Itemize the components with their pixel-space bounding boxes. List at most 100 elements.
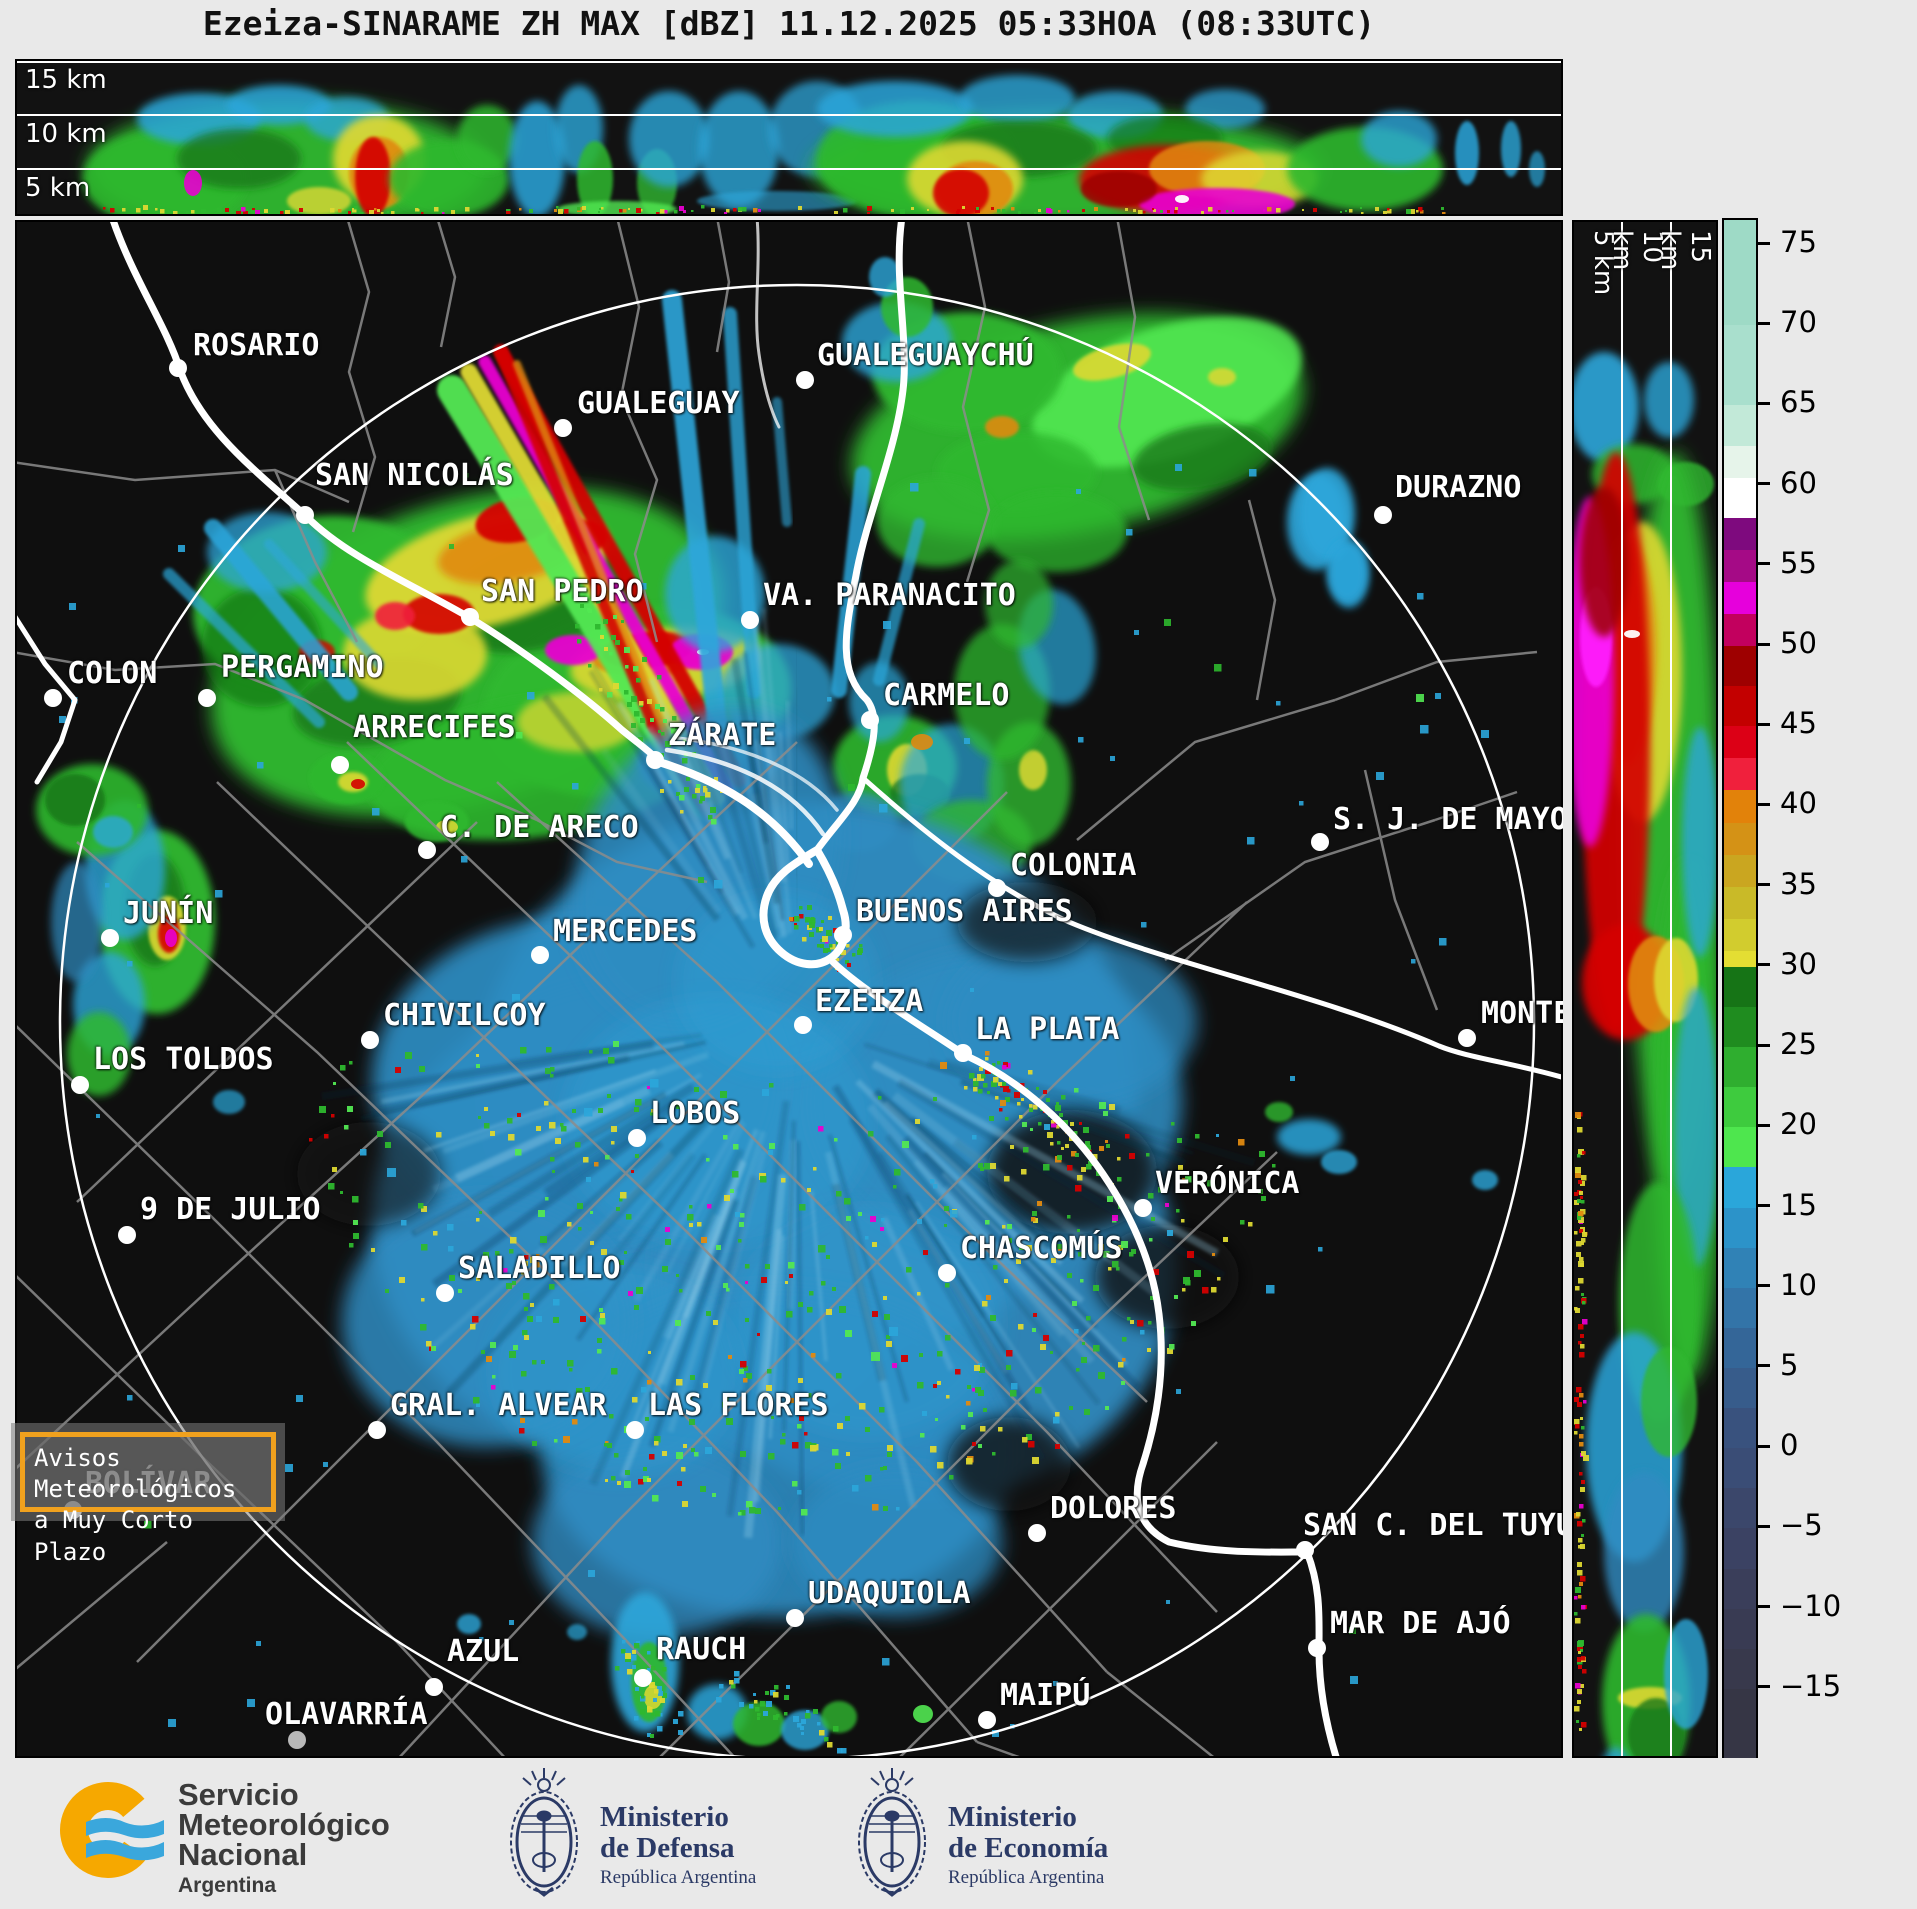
- colorbar-ticklabel-75: 75: [1780, 225, 1817, 260]
- smn-line2: Meteorológico: [178, 1807, 390, 1842]
- defensa-line3: República Argentina: [600, 1867, 757, 1888]
- colorbar-tickmark-60: [1756, 482, 1770, 486]
- footer-logos: Servicio Meteorológico Nacional Argentin…: [0, 1758, 1917, 1909]
- colorbar-segment-20: [1724, 1007, 1756, 1048]
- colorbar-segment-32: [1724, 1488, 1756, 1529]
- defensa-logo-text: Ministerio de Defensa República Argentin…: [600, 1802, 756, 1889]
- colorbar-segment-9: [1724, 646, 1756, 687]
- colorbar-ticklabel-30: 30: [1780, 946, 1817, 981]
- colorbar-segment-4: [1724, 477, 1756, 519]
- colorbar-tickmark-10: [1756, 1284, 1770, 1288]
- colorbar-tickmark--15: [1756, 1685, 1770, 1689]
- smn-logo-icon: [60, 1782, 164, 1878]
- colorbar-segment-17: [1724, 918, 1756, 952]
- colorbar-tickmark-75: [1756, 241, 1770, 245]
- colorbar-segment-2: [1724, 405, 1756, 447]
- economia-logo-text: Ministerio de Economía República Argenti…: [948, 1802, 1108, 1889]
- colorbar-segment-26: [1724, 1247, 1756, 1289]
- colorbar-segment-28: [1724, 1327, 1756, 1369]
- county-boundaries: [17, 222, 1538, 1756]
- warning-box[interactable]: Avisos Meteorológicos a Muy Corto Plazo: [20, 1432, 276, 1566]
- colorbar-segment-14: [1724, 822, 1756, 856]
- colorbar-tickmark-5: [1756, 1364, 1770, 1368]
- colorbar-segment-18: [1724, 950, 1756, 968]
- colorbar-segment-8: [1724, 614, 1756, 647]
- colorbar-segment-10: [1724, 686, 1756, 727]
- colorbar-tickmark-35: [1756, 883, 1770, 887]
- radar-range-circle: [58, 283, 1536, 1756]
- right-axis-label-2: 15 km: [1655, 230, 1715, 271]
- colorbar-segment-23: [1724, 1127, 1756, 1168]
- colorbar-tickmark-65: [1756, 401, 1770, 405]
- colorbar-segment-31: [1724, 1448, 1756, 1489]
- colorbar-tickmark-55: [1756, 562, 1770, 566]
- colorbar-segment-13: [1724, 790, 1756, 824]
- colorbar-ticklabel--15: −15: [1780, 1668, 1842, 1703]
- colorbar-segment-12: [1724, 758, 1756, 792]
- colorbar-ticklabel-70: 70: [1780, 305, 1817, 340]
- smn-logo-text: Servicio Meteorológico Nacional Argentin…: [178, 1777, 390, 1898]
- colorbar-segment-33: [1724, 1528, 1756, 1570]
- colorbar-segment-27: [1724, 1287, 1756, 1329]
- colorbar-tickmark-40: [1756, 802, 1770, 806]
- colorbar-tickmark--10: [1756, 1605, 1770, 1609]
- colorbar-ticklabel-25: 25: [1780, 1027, 1817, 1062]
- colorbar-tickmark-30: [1756, 963, 1770, 967]
- colorbar-ticklabel-10: 10: [1780, 1267, 1817, 1302]
- economia-line3: República Argentina: [948, 1867, 1105, 1888]
- colorbar-tickmark-70: [1756, 321, 1770, 325]
- colorbar-segment-37: [1724, 1688, 1756, 1761]
- top-axis-label-1: 10 km: [25, 119, 107, 149]
- colorbar-tickmark-25: [1756, 1043, 1770, 1047]
- right-cross-section-plot: [1574, 222, 1716, 1756]
- smn-line1: Servicio: [178, 1777, 299, 1812]
- colorbar-ticklabel-20: 20: [1780, 1107, 1817, 1142]
- defensa-line2: de Defensa: [600, 1832, 735, 1864]
- colorbar-ticklabel-15: 15: [1780, 1187, 1817, 1222]
- colorbar-ticklabel-0: 0: [1780, 1428, 1799, 1463]
- colorbar-segment-24: [1724, 1167, 1756, 1209]
- colorbar-ticklabel-65: 65: [1780, 385, 1817, 420]
- colorbar-ticklabel-50: 50: [1780, 626, 1817, 661]
- colorbar-ticklabel-35: 35: [1780, 866, 1817, 901]
- colorbar-segment-5: [1724, 517, 1756, 551]
- colorbar-segment-11: [1724, 726, 1756, 759]
- colorbar-ticklabel-45: 45: [1780, 706, 1817, 741]
- smn-country: Argentina: [178, 1874, 277, 1897]
- colorbar-tickmark--5: [1756, 1524, 1770, 1528]
- colorbar-tickmark-15: [1756, 1204, 1770, 1208]
- economia-line2: de Economía: [948, 1832, 1109, 1864]
- colorbar-tickmark-20: [1756, 1123, 1770, 1127]
- warning-line1: Avisos Meteorológicos: [34, 1444, 237, 1504]
- colorbar-ticklabel-55: 55: [1780, 545, 1817, 580]
- colorbar-segment-25: [1724, 1207, 1756, 1249]
- rivers-and-coastlines: [17, 222, 1561, 1756]
- colorbar-tickmark-45: [1756, 722, 1770, 726]
- colorbar-segment-21: [1724, 1047, 1756, 1088]
- top-cross-section-plot: [17, 61, 1561, 214]
- colorbar-tickmark-50: [1756, 642, 1770, 646]
- colorbar-segment-7: [1724, 581, 1756, 615]
- colorbar-segment-3: [1724, 445, 1756, 479]
- colorbar-segment-1: [1724, 325, 1756, 406]
- colorbar-segment-29: [1724, 1367, 1756, 1409]
- colorbar-tickmark-0: [1756, 1444, 1770, 1448]
- reflectivity-colorbar: [1722, 218, 1758, 1761]
- colorbar-segment-19: [1724, 966, 1756, 1008]
- colorbar-segment-16: [1724, 886, 1756, 920]
- smn-line3: Nacional: [178, 1837, 308, 1872]
- colorbar-ticklabel-40: 40: [1780, 786, 1817, 821]
- colorbar-segment-35: [1724, 1608, 1756, 1650]
- colorbar-segment-22: [1724, 1087, 1756, 1128]
- colorbar-segment-6: [1724, 549, 1756, 583]
- colorbar-ticklabel--10: −10: [1780, 1588, 1842, 1623]
- colorbar-segment-34: [1724, 1568, 1756, 1610]
- radar-map-plot: [17, 222, 1561, 1756]
- top-cross-section-panel: 15 km 10 km 5 km: [15, 59, 1563, 216]
- colorbar-segment-30: [1724, 1408, 1756, 1449]
- colorbar-ticklabel-5: 5: [1780, 1347, 1799, 1382]
- warning-line2: a Muy Corto Plazo: [34, 1506, 193, 1566]
- colorbar-segment-36: [1724, 1648, 1756, 1690]
- page-title: Ezeiza-SINARAME ZH MAX [dBZ] 11.12.2025 …: [202, 4, 1376, 43]
